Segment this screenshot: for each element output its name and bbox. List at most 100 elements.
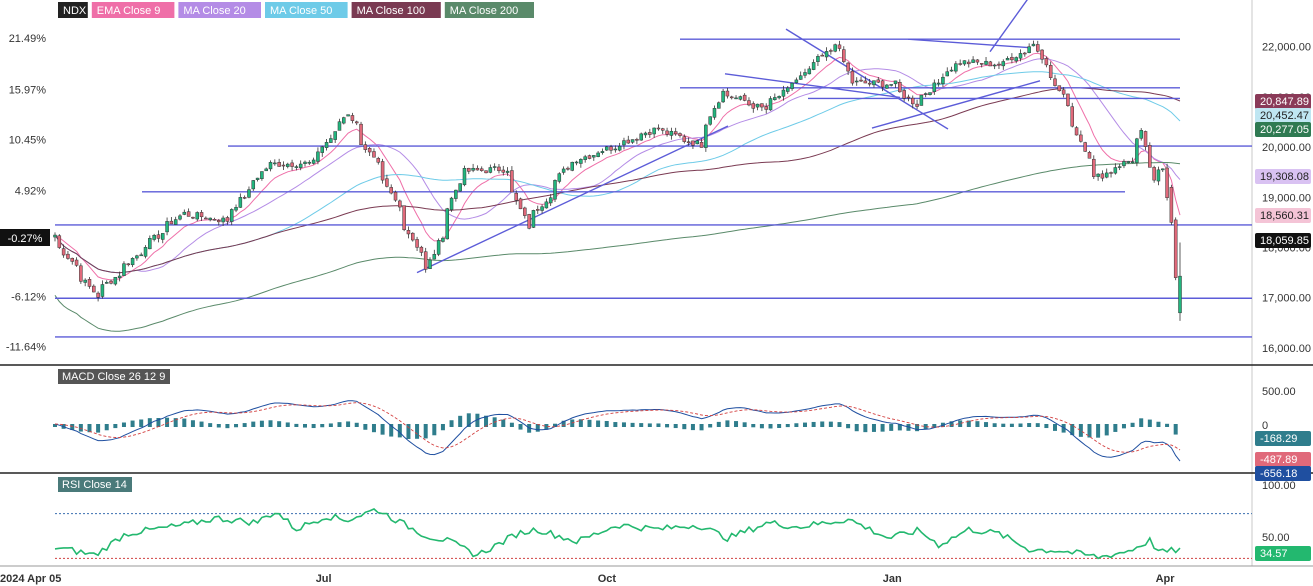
macd-line [54,400,1181,462]
rsi-panel [54,508,1252,560]
candle-body [354,121,359,124]
price-badge [1255,94,1311,109]
candle-body [583,156,587,160]
macd-histogram-bar [104,424,109,431]
candle-body [842,49,846,62]
candle-body [1010,56,1014,61]
candle-body [725,90,730,97]
macd-histogram-bar [397,424,402,438]
candle-body [454,189,458,199]
macd-histogram-bar [699,424,704,431]
candle-body [1057,85,1062,92]
candle-body [273,162,277,165]
candle-body [475,167,480,171]
candle-body [816,56,820,62]
candle-body [928,92,932,95]
candle-body [70,257,74,262]
candle-body [372,151,376,158]
candle-body [1023,52,1027,55]
macd-histogram-bar [544,424,549,430]
candle-body [458,183,462,192]
indicator-badge-label: -656.18 [1260,468,1297,480]
macd-histogram-bar [1070,424,1075,436]
legend-label: MA Close 200 [450,5,518,17]
indicator-badge-label: -168.29 [1260,433,1297,445]
candle-body [247,189,251,198]
macd-histogram-bar [190,420,195,427]
indicator-badge [1255,452,1311,467]
candle-body [113,276,118,285]
macd-histogram-bar [1096,424,1101,438]
legend-label: MA Close 100 [357,5,425,17]
macd-histogram-bar [854,424,859,432]
macd-histogram-bar [268,420,273,427]
candle-body [320,146,324,153]
price-badge [1255,122,1311,137]
candle-body [971,59,975,63]
macd-histogram-bar [958,420,963,427]
macd-histogram-bar [984,422,989,427]
candle-body [333,131,337,140]
candle-body [574,161,579,164]
candle-body [975,59,980,63]
macd-histogram-bar [1104,424,1109,436]
candle-body [911,97,915,105]
candle-body [290,162,294,167]
macd-signal-line [54,402,1181,453]
legend-label: NDX [63,5,87,17]
macd-histogram-bar [251,421,256,427]
macd-histogram-bar [87,424,92,433]
candle-body [298,163,303,168]
macd-histogram-bar [1165,423,1170,427]
candle-body [626,139,631,144]
candle-body [721,90,725,103]
macd-histogram-bar [458,415,463,427]
candle-body [1070,106,1074,127]
candle-body [441,237,445,242]
candle-body [1096,173,1100,177]
candle-body [742,94,747,101]
candle-body [747,100,751,106]
macd-tick-label: 0 [1262,420,1268,432]
macd-histogram-bar [165,417,170,427]
candle-body [471,167,475,171]
candle-body [169,220,174,225]
candle-body [829,50,833,52]
candle-body [1161,168,1165,171]
price-tick-label: 17,000.00 [1262,293,1311,305]
macd-histogram-bar [484,415,489,427]
macd-histogram-bar [803,422,807,427]
price-badge-label: 19,308.08 [1260,171,1309,183]
percent-tick-label: -11.64% [6,341,46,353]
macd-histogram-bar [553,423,557,427]
macd-histogram-bar [234,424,239,428]
macd-histogram-bar [294,423,299,427]
candle-body [337,121,342,131]
candle-body [191,216,195,219]
candle-body [350,115,355,121]
candle-body [760,103,764,108]
candle-body [979,63,984,65]
moving-averages [54,52,1181,332]
macd-histogram-bar [656,423,661,427]
candle-body [673,131,678,135]
candle-body [186,211,191,217]
macd-histogram-bar [897,424,902,431]
macd-histogram-bar [389,424,394,437]
candle-body [566,167,570,170]
candle-body [630,139,635,143]
candle-body [1044,58,1049,66]
candle-body [1178,275,1182,314]
date-tick-label: Oct [598,573,617,585]
macd-histogram-bar [751,424,756,428]
candle-body [479,168,484,171]
candle-body [109,280,113,284]
candle-body [389,187,393,194]
candle-body [704,124,708,148]
candle-body [419,246,424,253]
candle-body [949,69,954,72]
macd-histogram-bar [992,423,997,427]
macd-histogram-bar [716,421,721,427]
candle-body [126,263,131,266]
